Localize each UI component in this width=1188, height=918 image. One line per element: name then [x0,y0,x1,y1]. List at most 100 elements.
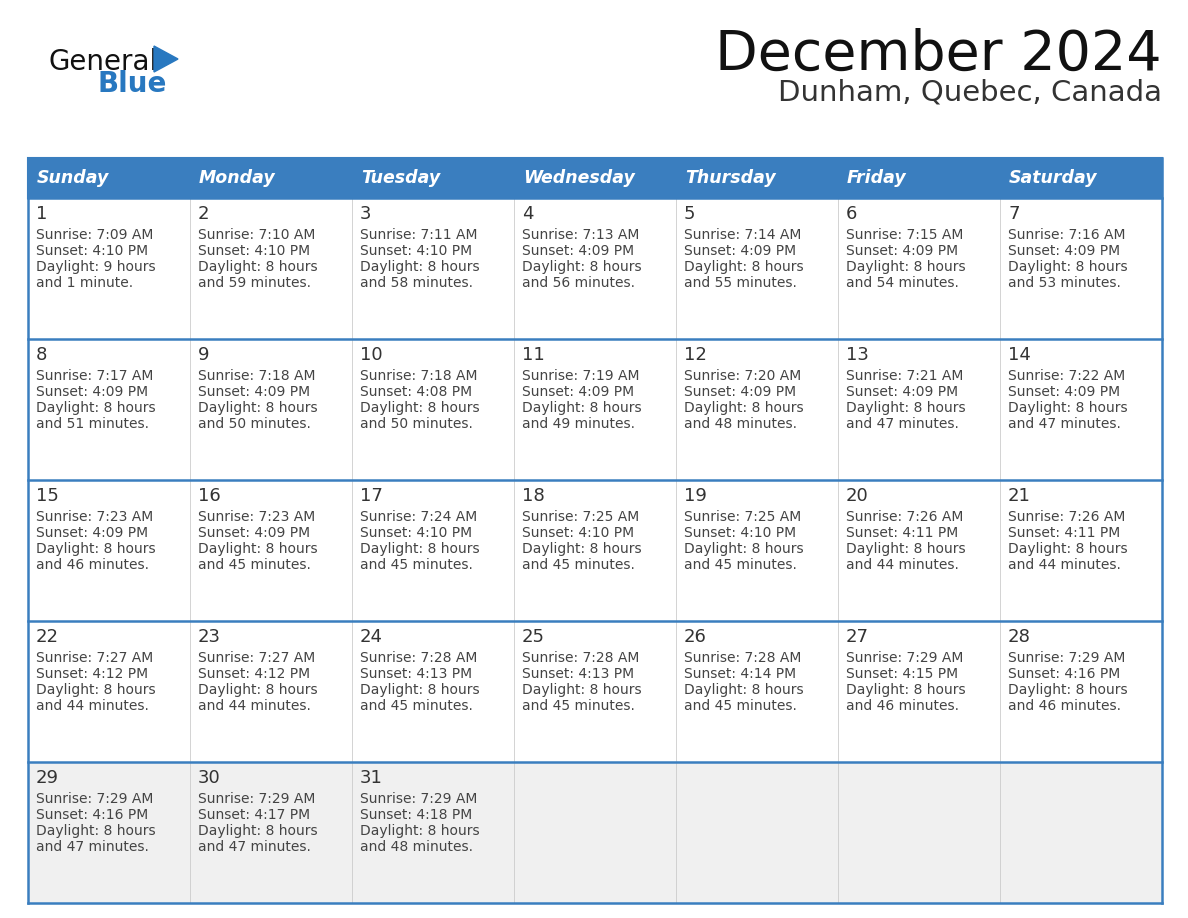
Text: Sunrise: 7:20 AM: Sunrise: 7:20 AM [684,369,801,383]
Text: Sunset: 4:09 PM: Sunset: 4:09 PM [1007,244,1120,258]
Text: Sunrise: 7:29 AM: Sunrise: 7:29 AM [36,792,153,806]
Text: Sunset: 4:13 PM: Sunset: 4:13 PM [522,667,634,681]
Text: 20: 20 [846,487,868,505]
Text: Daylight: 8 hours: Daylight: 8 hours [684,683,803,697]
Text: Sunrise: 7:25 AM: Sunrise: 7:25 AM [522,510,639,524]
Text: Sunrise: 7:13 AM: Sunrise: 7:13 AM [522,228,639,242]
Text: and 45 minutes.: and 45 minutes. [360,558,473,572]
Text: 6: 6 [846,205,858,223]
Text: Sunrise: 7:09 AM: Sunrise: 7:09 AM [36,228,153,242]
Text: and 48 minutes.: and 48 minutes. [684,417,797,431]
Text: Sunset: 4:16 PM: Sunset: 4:16 PM [1007,667,1120,681]
Text: Sunset: 4:09 PM: Sunset: 4:09 PM [36,385,148,399]
Text: Sunrise: 7:26 AM: Sunrise: 7:26 AM [846,510,963,524]
Text: 12: 12 [684,346,707,364]
Text: and 45 minutes.: and 45 minutes. [522,699,634,713]
Text: Sunset: 4:11 PM: Sunset: 4:11 PM [1007,526,1120,540]
Text: Daylight: 8 hours: Daylight: 8 hours [1007,683,1127,697]
Text: Sunset: 4:16 PM: Sunset: 4:16 PM [36,808,148,822]
Text: Daylight: 8 hours: Daylight: 8 hours [846,542,966,556]
Text: Daylight: 8 hours: Daylight: 8 hours [846,683,966,697]
Text: Sunset: 4:10 PM: Sunset: 4:10 PM [360,244,472,258]
Text: Daylight: 8 hours: Daylight: 8 hours [684,542,803,556]
Text: 1: 1 [36,205,48,223]
Text: and 44 minutes.: and 44 minutes. [36,699,148,713]
Text: and 54 minutes.: and 54 minutes. [846,276,959,290]
Text: Dunham, Quebec, Canada: Dunham, Quebec, Canada [778,78,1162,106]
Text: Daylight: 8 hours: Daylight: 8 hours [36,824,156,838]
Text: Wednesday: Wednesday [523,169,634,187]
Text: Sunrise: 7:29 AM: Sunrise: 7:29 AM [360,792,478,806]
Text: 2: 2 [198,205,209,223]
Text: 11: 11 [522,346,545,364]
Text: Sunset: 4:09 PM: Sunset: 4:09 PM [1007,385,1120,399]
Text: Daylight: 8 hours: Daylight: 8 hours [522,683,642,697]
Text: Sunrise: 7:29 AM: Sunrise: 7:29 AM [1007,651,1125,665]
Text: 16: 16 [198,487,221,505]
Text: Sunset: 4:11 PM: Sunset: 4:11 PM [846,526,959,540]
Bar [29,158,190,198]
Text: and 45 minutes.: and 45 minutes. [684,558,797,572]
Bar [29,198,1162,339]
Text: Daylight: 8 hours: Daylight: 8 hours [684,401,803,415]
Text: Sunrise: 7:27 AM: Sunrise: 7:27 AM [198,651,315,665]
Text: and 45 minutes.: and 45 minutes. [684,699,797,713]
Text: 25: 25 [522,628,545,646]
Text: Sunrise: 7:14 AM: Sunrise: 7:14 AM [684,228,802,242]
Bar [29,339,1162,480]
Text: 19: 19 [684,487,707,505]
Text: and 49 minutes.: and 49 minutes. [522,417,636,431]
Text: Blue: Blue [97,70,168,98]
Text: Sunrise: 7:23 AM: Sunrise: 7:23 AM [198,510,315,524]
Text: Daylight: 8 hours: Daylight: 8 hours [1007,260,1127,274]
Text: Sunset: 4:10 PM: Sunset: 4:10 PM [522,526,634,540]
Text: and 58 minutes.: and 58 minutes. [360,276,473,290]
Text: Daylight: 8 hours: Daylight: 8 hours [522,260,642,274]
Text: 15: 15 [36,487,59,505]
Text: 23: 23 [198,628,221,646]
Text: Sunrise: 7:16 AM: Sunrise: 7:16 AM [1007,228,1125,242]
Text: Daylight: 8 hours: Daylight: 8 hours [522,542,642,556]
Text: and 48 minutes.: and 48 minutes. [360,840,473,854]
Text: Sunset: 4:09 PM: Sunset: 4:09 PM [522,244,634,258]
Text: 5: 5 [684,205,695,223]
Bar [29,762,1162,903]
Text: Sunrise: 7:10 AM: Sunrise: 7:10 AM [198,228,315,242]
Text: Sunrise: 7:21 AM: Sunrise: 7:21 AM [846,369,963,383]
Text: and 47 minutes.: and 47 minutes. [1007,417,1120,431]
Text: 4: 4 [522,205,533,223]
Text: Sunrise: 7:28 AM: Sunrise: 7:28 AM [684,651,802,665]
Text: Daylight: 8 hours: Daylight: 8 hours [846,401,966,415]
Text: Sunset: 4:10 PM: Sunset: 4:10 PM [36,244,148,258]
Text: Daylight: 8 hours: Daylight: 8 hours [36,542,156,556]
Text: 10: 10 [360,346,383,364]
Text: Daylight: 8 hours: Daylight: 8 hours [198,683,317,697]
Text: Sunset: 4:12 PM: Sunset: 4:12 PM [198,667,310,681]
Bar [676,158,838,198]
Text: Daylight: 8 hours: Daylight: 8 hours [1007,542,1127,556]
Text: 21: 21 [1007,487,1031,505]
Bar [1000,158,1162,198]
Text: Saturday: Saturday [1009,169,1098,187]
Text: Daylight: 8 hours: Daylight: 8 hours [684,260,803,274]
Text: Sunset: 4:09 PM: Sunset: 4:09 PM [198,526,310,540]
Text: 13: 13 [846,346,868,364]
Text: 7: 7 [1007,205,1019,223]
Text: and 44 minutes.: and 44 minutes. [1007,558,1120,572]
Text: and 50 minutes.: and 50 minutes. [360,417,473,431]
Text: Sunrise: 7:29 AM: Sunrise: 7:29 AM [846,651,963,665]
Text: Daylight: 8 hours: Daylight: 8 hours [198,260,317,274]
Text: 18: 18 [522,487,545,505]
Text: Sunset: 4:08 PM: Sunset: 4:08 PM [360,385,472,399]
Text: Sunrise: 7:23 AM: Sunrise: 7:23 AM [36,510,153,524]
Text: Sunrise: 7:24 AM: Sunrise: 7:24 AM [360,510,478,524]
Text: and 47 minutes.: and 47 minutes. [36,840,148,854]
Text: Daylight: 8 hours: Daylight: 8 hours [360,824,480,838]
Text: Daylight: 8 hours: Daylight: 8 hours [360,260,480,274]
Text: Daylight: 8 hours: Daylight: 8 hours [36,683,156,697]
Text: 9: 9 [198,346,209,364]
Text: and 45 minutes.: and 45 minutes. [522,558,634,572]
Text: 28: 28 [1007,628,1031,646]
Text: General: General [48,48,157,76]
Text: and 47 minutes.: and 47 minutes. [198,840,311,854]
